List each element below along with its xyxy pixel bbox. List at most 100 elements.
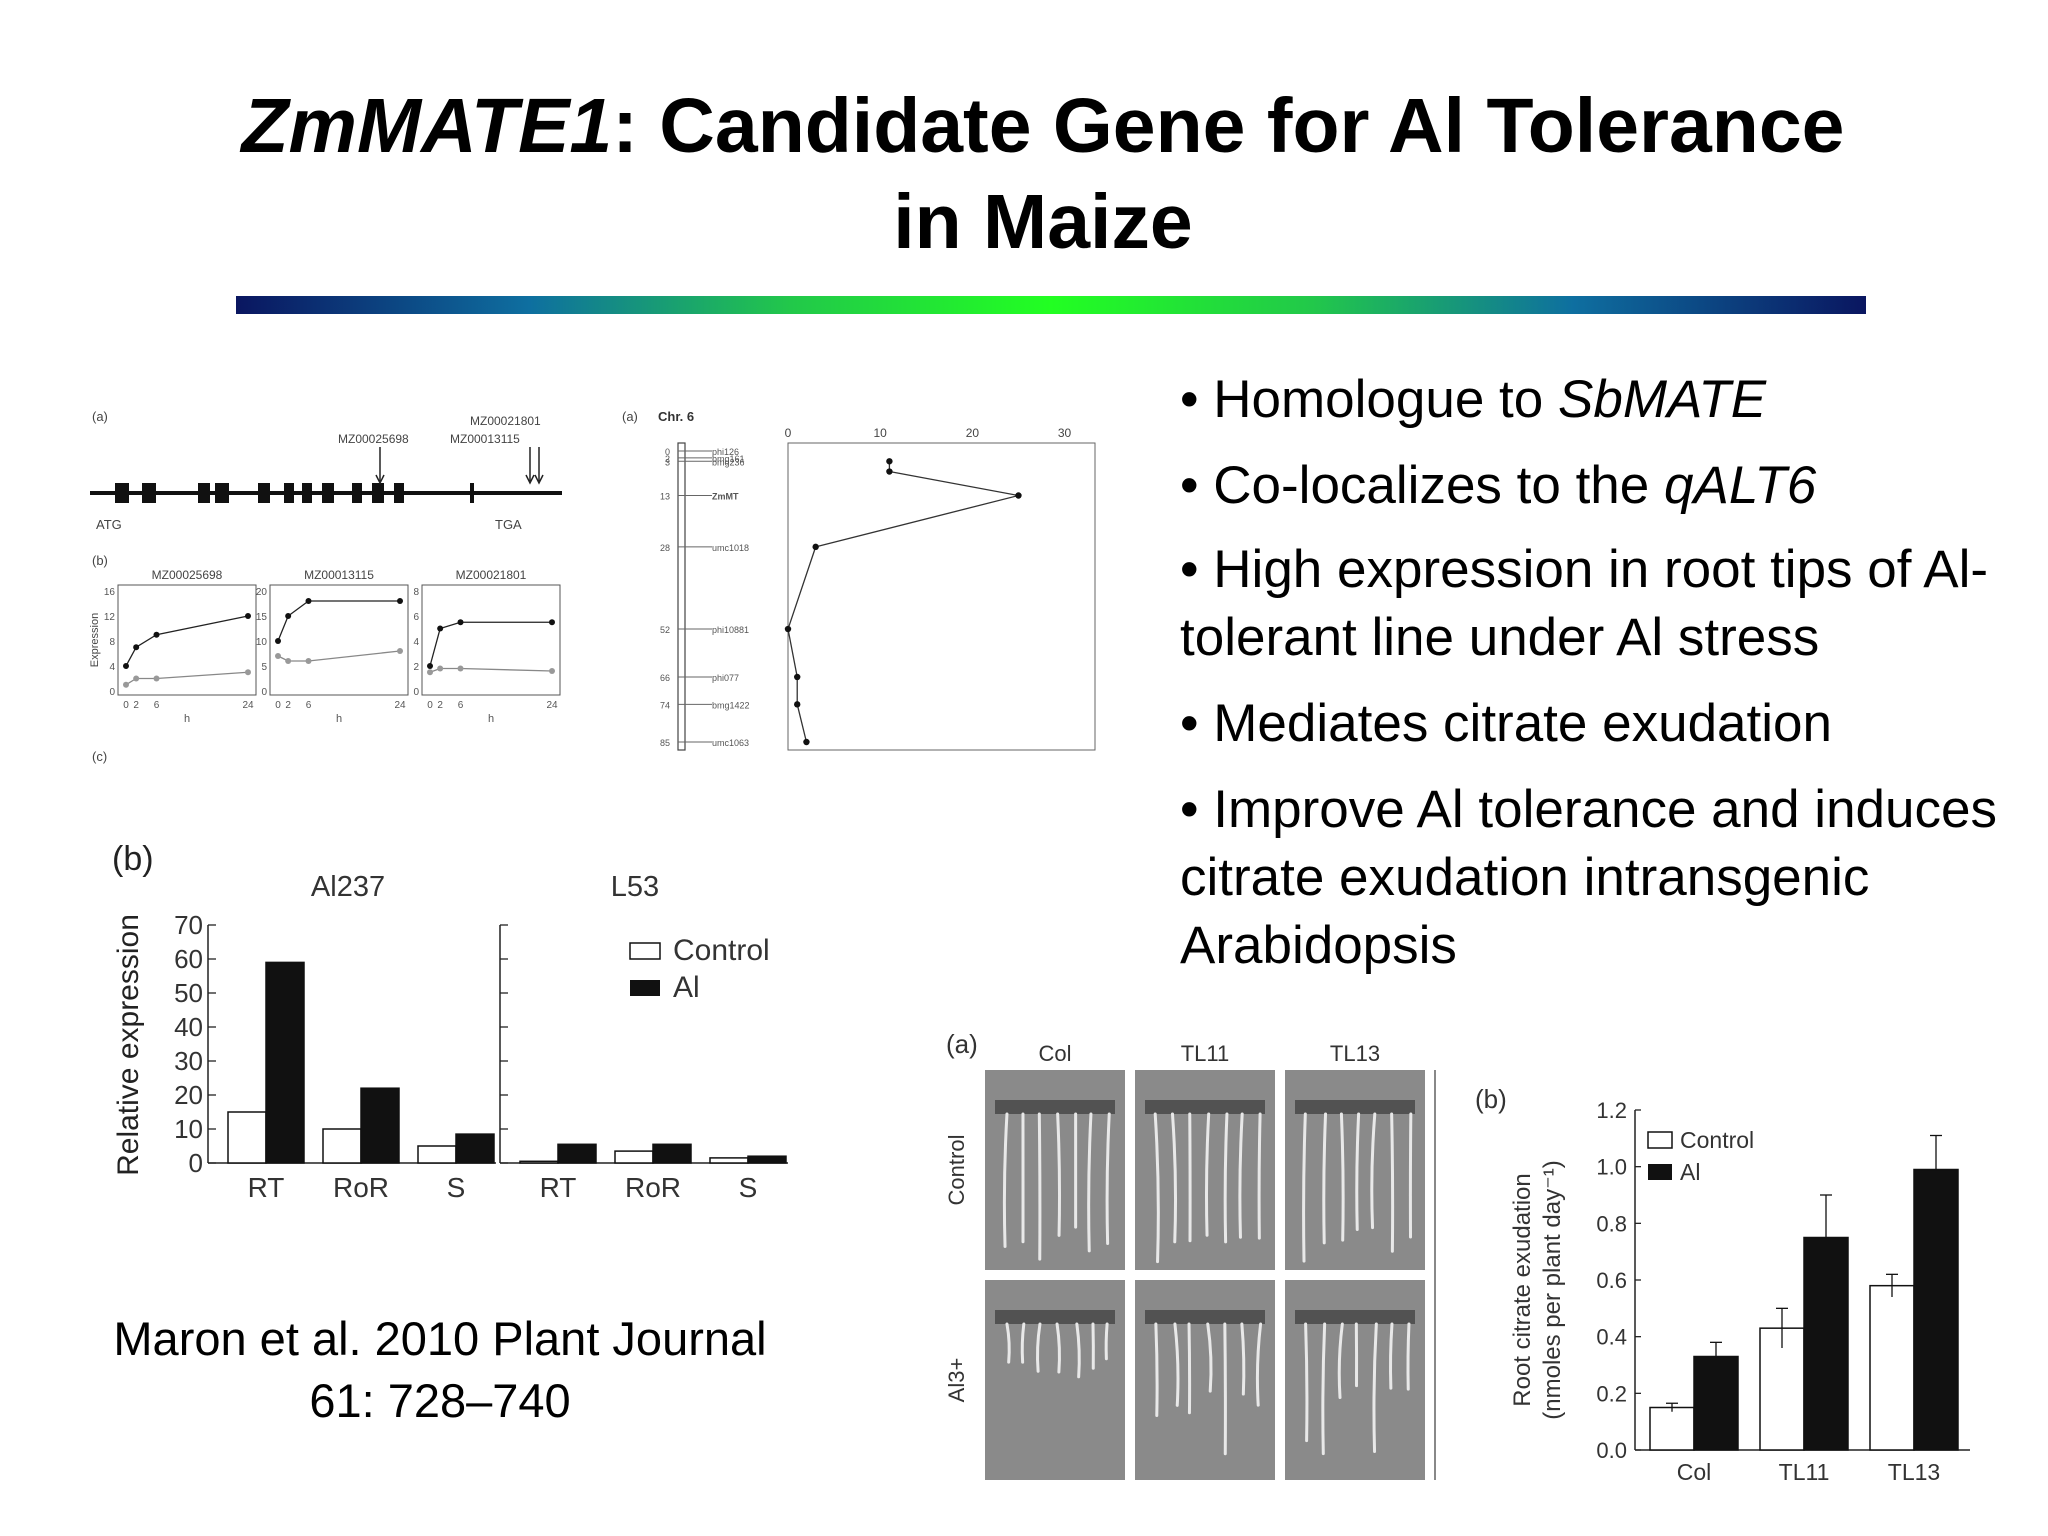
gene-exon	[142, 483, 156, 503]
roots-row-label-al: Al3+	[944, 1358, 969, 1403]
expression-x-label: h	[336, 713, 342, 725]
qtl-lod-point	[794, 673, 801, 681]
seedling-shoots	[1295, 1100, 1415, 1114]
chromosome-bar	[677, 442, 686, 751]
root-strand	[1389, 1322, 1394, 1390]
chromosome-marker-label: bmg1422	[712, 700, 750, 710]
qtl-x-tick: 0	[785, 426, 792, 440]
expression-y-tick: 4	[413, 637, 419, 648]
root-strand	[1153, 1112, 1160, 1264]
expression-point	[285, 658, 292, 664]
expr-category-label: RoR	[625, 1172, 681, 1203]
expression-point	[275, 653, 281, 659]
expression-point	[133, 675, 140, 682]
root-strand	[1002, 1112, 1009, 1248]
expr-bar-al	[455, 1133, 495, 1164]
expr-bar-control	[709, 1157, 749, 1164]
root-strand	[1170, 1112, 1178, 1244]
expression-point	[153, 675, 160, 682]
bullet-italic-term: SbMATE	[1558, 370, 1767, 429]
qtl-lod-point	[803, 738, 810, 746]
expression-series-control	[125, 671, 249, 686]
marker-label-1: MZ00025698	[338, 432, 409, 446]
expression-x-tick: 6	[306, 700, 312, 711]
qtl-lod-point	[784, 625, 792, 633]
expression-point	[397, 648, 403, 654]
atg-label: ATG	[96, 517, 122, 532]
expression-x-tick: 6	[458, 700, 464, 711]
citrate-legend-swatch-control	[1647, 1131, 1673, 1149]
root-strand	[1005, 1322, 1011, 1364]
expression-y-tick: 0	[413, 687, 419, 698]
expr-group-title: Al237	[311, 871, 385, 903]
expression-x-tick: 24	[546, 700, 558, 711]
root-strand	[1087, 1112, 1093, 1253]
citrate-legend-swatch-al	[1648, 1164, 1672, 1180]
citrate-bar-control	[1869, 1284, 1915, 1451]
marker-label-3: MZ00021801	[470, 414, 541, 428]
bullet-item: • High expression in root tips of Al-tol…	[1180, 536, 2020, 672]
roots-row-label-control: Control	[944, 1135, 969, 1206]
bullet-text: • Homologue to	[1180, 370, 1558, 429]
expr-bar-control	[417, 1145, 457, 1164]
chromosome-position-label: 52	[660, 625, 670, 635]
citrate-legend-label-al: Al	[1680, 1159, 1700, 1185]
expr-bar-al	[652, 1143, 692, 1164]
expression-point	[397, 598, 403, 604]
expression-panel-title: MZ00013115	[304, 568, 374, 582]
root-strand	[1036, 1322, 1042, 1373]
qtl-x-tick: 10	[874, 426, 888, 440]
chromosome-marker-label: umc1063	[712, 738, 749, 748]
root-strand	[1204, 1112, 1211, 1237]
root-strand	[1322, 1112, 1328, 1245]
root-strand	[1055, 1322, 1061, 1374]
chromosome-marker-label: phi126	[712, 447, 739, 457]
citrate-y-tick-label: 0.8	[1596, 1211, 1627, 1236]
expression-point	[133, 644, 140, 651]
qtl-panel-label: (a)	[622, 409, 638, 424]
qtl-lod-curve	[787, 461, 1020, 743]
gene-exon	[470, 483, 474, 503]
bullet-item: • Improve Al tolerance and induces citra…	[1180, 776, 2020, 980]
expr-category-label: S	[739, 1172, 758, 1203]
expr-bar-al	[265, 961, 305, 1164]
chromosome-marker-label: phi10881	[712, 625, 749, 635]
seedling-shoots	[1295, 1310, 1415, 1324]
citrate-y-axis-label-2: (nmoles per plant day⁻¹)	[1539, 1160, 1566, 1419]
chromosome-position-label: 66	[660, 673, 670, 683]
expression-y-tick: 20	[256, 587, 268, 598]
citrate-category-label: TL11	[1779, 1459, 1830, 1485]
expr-y-tick-label: 60	[174, 944, 203, 974]
panel-label-c: (c)	[92, 749, 107, 764]
expression-panel-title: MZ00021801	[456, 568, 527, 582]
chromosome-position-label: 74	[660, 700, 670, 710]
expression-point	[285, 613, 292, 619]
gene-exon	[394, 483, 404, 503]
chromosome-position-label: 0	[665, 447, 670, 457]
relative-expression-figure: (b) Relative expression 0 10 20 30 40 50 60 70 Al2…	[112, 840, 788, 1203]
citrate-bar-al	[1693, 1355, 1739, 1451]
expr-y-tick-label: 10	[174, 1114, 203, 1144]
chromosome-marker-label: bmg236	[712, 457, 745, 467]
root-strand	[1321, 1322, 1327, 1456]
expr-category-label: RoR	[333, 1172, 389, 1203]
expr-panel-label: (b)	[112, 840, 154, 878]
expression-series-al	[429, 621, 552, 667]
expr-y-tick-label: 50	[174, 978, 203, 1008]
root-strand	[1372, 1322, 1378, 1453]
expr-bar-al	[747, 1155, 787, 1164]
qtl-lod-point	[794, 701, 801, 708]
expression-point	[153, 631, 160, 638]
root-strand	[1304, 1322, 1309, 1443]
citrate-y-tick-label: 0.4	[1596, 1325, 1627, 1350]
citrate-y-tick-label: 1.2	[1596, 1098, 1627, 1123]
expr-y-axis-label: Relative expression	[112, 914, 145, 1176]
citrate-y-tick-label: 0.2	[1596, 1381, 1627, 1406]
panel-label-b: (b)	[92, 553, 108, 568]
root-strand	[1037, 1112, 1042, 1261]
gene-exons	[115, 483, 474, 503]
expression-axis-label: Expression	[89, 613, 101, 667]
gene-exon	[302, 483, 312, 503]
expression-series-control	[429, 667, 553, 673]
title-gradient-bar	[236, 296, 1866, 314]
